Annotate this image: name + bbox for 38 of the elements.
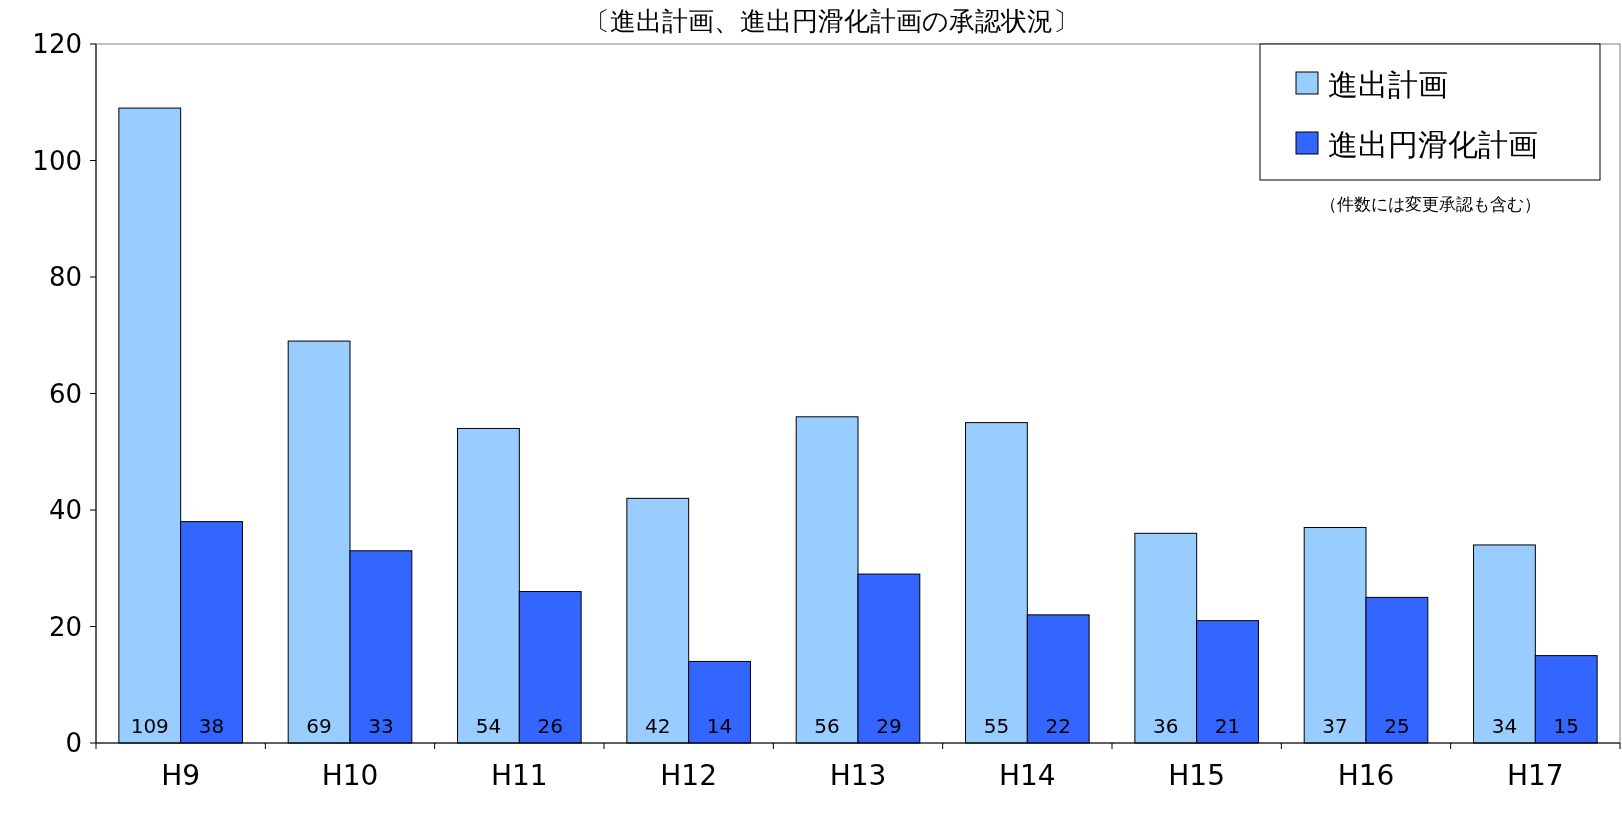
y-tick-label: 0 (65, 728, 82, 759)
legend-label: 進出計画 (1328, 66, 1448, 102)
data-label: 21 (1214, 714, 1241, 738)
legend-label: 進出円滑化計画 (1328, 126, 1538, 162)
data-label: 36 (1153, 714, 1179, 738)
data-label: 25 (1384, 714, 1410, 738)
y-tick-label: 40 (48, 495, 82, 526)
x-tick-label: H15 (1168, 759, 1226, 792)
chart-title: 〔進出計画、進出円滑化計画の承認状況〕 (583, 6, 1079, 36)
data-label: 69 (306, 714, 332, 738)
x-tick-label: H14 (998, 759, 1056, 792)
x-tick-label: H11 (490, 759, 548, 792)
data-label: 56 (814, 714, 840, 738)
y-tick-label: 60 (48, 378, 82, 409)
x-tick-label: H9 (161, 759, 201, 792)
data-label: 34 (1491, 714, 1518, 738)
data-label: 38 (198, 714, 225, 738)
data-label: 22 (1045, 714, 1071, 738)
y-tick-label: 80 (48, 262, 82, 293)
data-label: 14 (706, 714, 733, 738)
data-label: 33 (368, 714, 394, 738)
data-label: 26 (537, 714, 563, 738)
y-tick-label: 100 (32, 145, 82, 176)
data-label: 15 (1553, 714, 1579, 738)
data-label: 42 (645, 714, 671, 738)
y-tick-label: 20 (48, 611, 82, 642)
x-tick-label: H10 (321, 759, 379, 792)
data-label: 109 (130, 714, 169, 738)
x-tick-label: H12 (660, 759, 718, 792)
y-tick-label: 120 (32, 29, 82, 60)
data-label: 29 (876, 714, 902, 738)
data-label: 54 (475, 714, 502, 738)
data-label: 55 (983, 714, 1010, 738)
x-tick-label: H13 (829, 759, 887, 792)
annotation: （件数には変更承認も含む） (1319, 194, 1541, 214)
x-tick-label: H17 (1506, 759, 1564, 792)
x-tick-label: H16 (1337, 759, 1395, 792)
data-label: 37 (1322, 714, 1348, 738)
